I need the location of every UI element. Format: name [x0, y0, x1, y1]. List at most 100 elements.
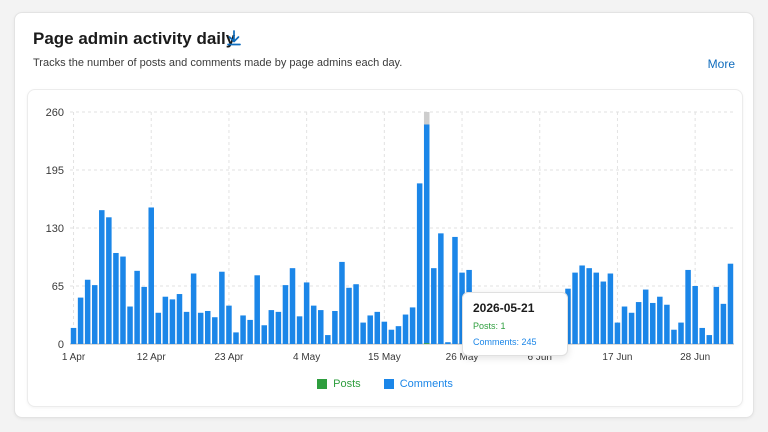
- y-tick-label: 195: [46, 165, 64, 177]
- y-tick-label: 130: [46, 223, 64, 235]
- activity-card: Page admin activity daily Tracks the num…: [14, 12, 754, 418]
- comments-bar: [183, 311, 190, 344]
- x-tick-label: 4 May: [293, 352, 320, 363]
- comments-bar: [593, 272, 600, 344]
- comments-bar: [452, 236, 458, 344]
- comments-bar: [628, 312, 635, 344]
- x-tick-label: 26 May: [446, 352, 479, 363]
- x-tick-label: 12 Apr: [137, 352, 167, 363]
- tooltip-posts: Posts: 1: [473, 321, 506, 331]
- comments-bar: [70, 327, 77, 344]
- comments-bar: [169, 299, 176, 344]
- comments-bar: [268, 310, 275, 344]
- comments-bar: [212, 317, 218, 344]
- comments-bar: [614, 322, 621, 344]
- comments-bar: [289, 268, 296, 344]
- x-tick-label: 28 Jun: [680, 352, 710, 363]
- legend-label-posts: Posts: [333, 378, 361, 390]
- comments-bar: [402, 314, 409, 344]
- comments-bar: [141, 286, 147, 344]
- tooltip-comments: Comments: 245: [473, 337, 537, 347]
- legend-swatch-comments: [383, 379, 394, 389]
- comments-bar: [360, 322, 366, 344]
- comments-bar: [155, 312, 162, 344]
- comments-bar: [84, 279, 91, 344]
- y-tick-label: 260: [46, 107, 64, 119]
- chart-panel: 0 65 130 195 260 1 Apr 12 Apr 23 Apr 4 May 15 May…: [27, 89, 743, 407]
- comments-bar: [699, 327, 705, 344]
- comments-bar: [367, 315, 373, 344]
- comments-bar: [621, 306, 628, 344]
- download-icon[interactable]: [225, 29, 243, 47]
- comments-bar: [353, 284, 359, 344]
- comments-bar: [664, 304, 670, 344]
- comments-bar: [275, 311, 282, 344]
- comments-bar: [99, 210, 105, 344]
- comments-bar: [226, 305, 232, 344]
- hover-tooltip: 2026-05-21 Posts: 1 Comments: 245: [462, 292, 568, 356]
- legend-label-comments: Comments: [399, 378, 453, 390]
- comments-bar: [713, 286, 720, 344]
- comments-bar: [642, 289, 649, 344]
- posts-bar: [423, 343, 430, 344]
- comments-bar: [120, 256, 126, 344]
- comments-bar: [332, 310, 338, 344]
- more-link[interactable]: More: [707, 57, 735, 71]
- comments-bar: [445, 342, 451, 344]
- comments-bar: [77, 297, 84, 344]
- chart-subtitle: Tracks the number of posts and comments …: [33, 57, 403, 69]
- legend-item-posts[interactable]: Posts: [317, 378, 361, 390]
- comments-bar: [254, 275, 260, 344]
- x-tick-label: 1 Apr: [62, 352, 86, 363]
- comments-bar: [692, 286, 698, 344]
- comments-bar: [381, 321, 388, 344]
- comments-bar: [727, 263, 734, 344]
- comments-bar: [127, 306, 133, 344]
- comments-bar: [318, 310, 324, 344]
- chart-title: Page admin activity daily: [33, 29, 236, 48]
- comments-bar: [204, 310, 211, 344]
- comments-bar: [176, 294, 183, 344]
- comments-bar: [346, 287, 352, 344]
- comments-bar: [586, 268, 592, 344]
- comments-bar: [261, 325, 268, 344]
- comments-bar: [388, 329, 395, 344]
- comments-bar: [247, 319, 253, 344]
- comments-bar: [635, 302, 642, 344]
- comments-bar: [671, 329, 677, 344]
- x-tick-label: 17 Jun: [602, 352, 632, 363]
- y-tick-label: 0: [58, 339, 64, 351]
- comments-bar: [233, 332, 239, 344]
- comments-bar: [197, 312, 204, 344]
- comments-bar: [162, 296, 169, 344]
- comments-bar: [607, 273, 614, 344]
- comments-bar: [325, 335, 331, 344]
- comments-bar: [572, 272, 578, 344]
- comments-bar: [650, 302, 656, 344]
- comments-bar: [106, 217, 112, 344]
- comments-bar: [409, 307, 416, 344]
- comments-bar: [374, 311, 381, 344]
- comments-bar: [720, 303, 727, 344]
- comments-bar: [685, 269, 691, 344]
- legend-item-comments[interactable]: Comments: [383, 378, 453, 390]
- comments-bar: [113, 252, 119, 344]
- comments-bar: [310, 305, 317, 344]
- tooltip-date: 2026-05-21: [473, 301, 535, 315]
- comments-bar: [219, 271, 225, 344]
- comments-bar: [657, 296, 663, 344]
- comments-bar: [282, 285, 289, 344]
- comments-bar: [600, 281, 607, 344]
- comments-bar: [416, 183, 423, 344]
- comments-bar: [438, 233, 444, 344]
- legend-swatch-posts: [317, 379, 328, 389]
- x-tick-label: 15 May: [368, 352, 401, 363]
- bar-chart: 0 65 130 195 260 1 Apr 12 Apr 23 Apr 4 May 15 May…: [46, 107, 734, 363]
- comments-bar: [296, 316, 303, 344]
- comments-bar: [678, 322, 684, 344]
- comments-bar: [91, 285, 98, 344]
- legend: Posts Comments: [28, 378, 742, 392]
- comments-bar: [565, 288, 571, 344]
- comments-bar: [134, 270, 140, 344]
- comments-bar: [579, 265, 585, 344]
